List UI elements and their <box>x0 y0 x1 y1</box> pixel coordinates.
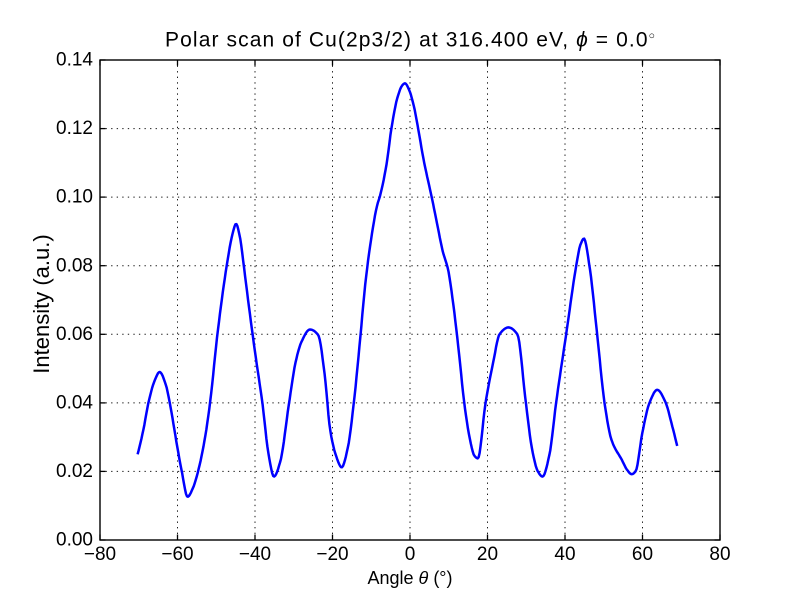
svg-text:0: 0 <box>405 544 416 565</box>
svg-text:0.06: 0.06 <box>56 324 93 345</box>
svg-text:0.14: 0.14 <box>56 50 93 71</box>
svg-text:0.04: 0.04 <box>56 393 93 414</box>
svg-text:0.02: 0.02 <box>56 461 93 482</box>
svg-text:Angle θ (°): Angle θ (°) <box>368 568 453 588</box>
svg-text:Polar scan of Cu(2p3/2) at 316: Polar scan of Cu(2p3/2) at 316.400 eV, ϕ… <box>165 28 655 51</box>
svg-text:0.10: 0.10 <box>56 187 93 208</box>
svg-text:−20: −20 <box>316 544 348 565</box>
svg-text:Intensity (a.u.): Intensity (a.u.) <box>29 234 54 373</box>
svg-text:20: 20 <box>477 544 498 565</box>
svg-text:60: 60 <box>632 544 653 565</box>
svg-text:−60: −60 <box>161 544 193 565</box>
svg-text:0.12: 0.12 <box>56 118 93 139</box>
svg-text:0.08: 0.08 <box>56 255 93 276</box>
svg-text:0.00: 0.00 <box>56 530 93 551</box>
svg-text:−80: −80 <box>84 544 116 565</box>
svg-text:80: 80 <box>709 544 730 565</box>
svg-text:40: 40 <box>554 544 575 565</box>
svg-text:−40: −40 <box>239 544 271 565</box>
